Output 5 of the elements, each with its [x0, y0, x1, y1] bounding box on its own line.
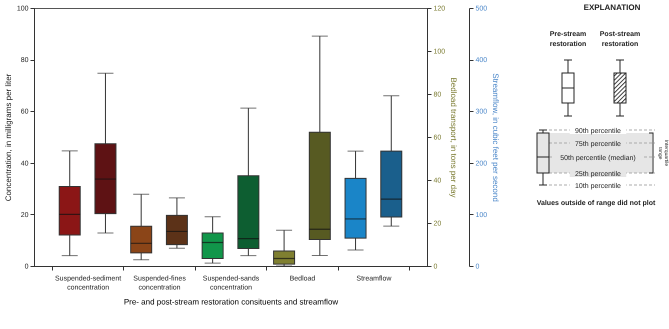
text: EXPLANATION [584, 3, 641, 12]
y-axis-title: Concentration, in milligrams per liter [4, 73, 13, 202]
x-axis-title: Pre- and post-stream restoration consituents and streamflow [124, 298, 338, 306]
y2-axis-title: Bedload transport, in tons per day [449, 77, 458, 198]
y3-axis-title: Streamflow, in cubic feet per second [491, 73, 500, 202]
